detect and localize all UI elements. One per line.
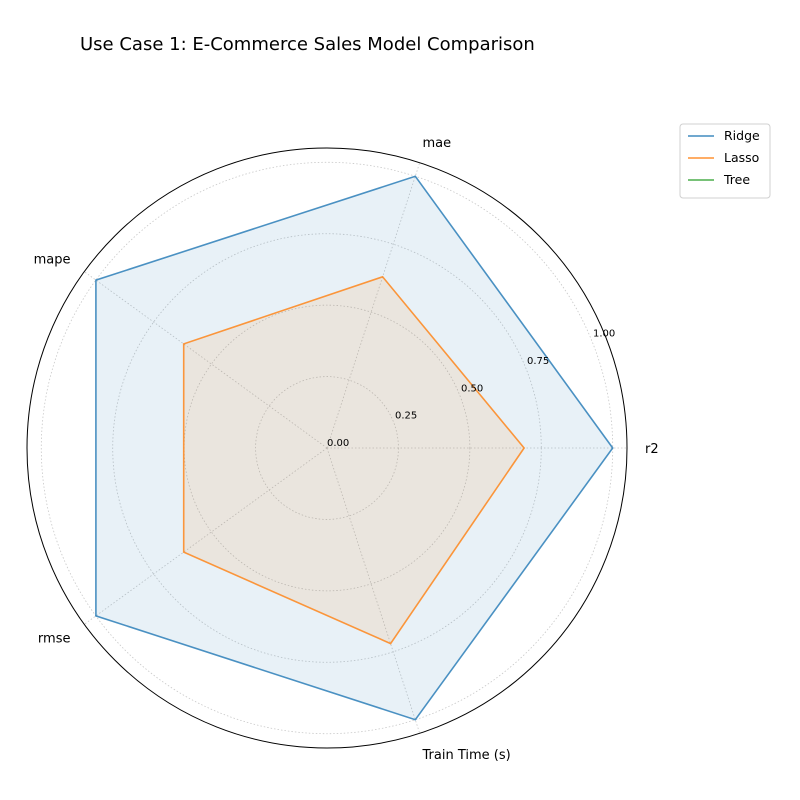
legend-label: Lasso xyxy=(724,150,759,165)
grid-spoke xyxy=(326,447,421,734)
legend: Ridge Lasso Tree xyxy=(679,123,771,199)
r-tick-label: 0.25 xyxy=(395,411,417,422)
legend-label: Tree xyxy=(723,172,750,187)
grid-spoke xyxy=(84,271,328,449)
label-layer: 0.00 0.25 0.50 0.75 1.00 r2 mae mape rmse Train T… xyxy=(34,136,659,763)
series-line-ridge xyxy=(95,175,614,721)
r-tick-label: 0.00 xyxy=(327,438,349,449)
axis-label: Train Time (s) xyxy=(422,748,511,763)
grid-spoke xyxy=(84,447,328,625)
r-tick-label: 0.75 xyxy=(527,356,549,367)
axis-label: mae xyxy=(423,136,452,151)
grid-spoke xyxy=(326,162,421,449)
axis-label: r2 xyxy=(645,442,659,457)
r-tick-label: 0.50 xyxy=(461,383,483,394)
polar-frame xyxy=(26,147,628,749)
legend-label: Ridge xyxy=(724,128,760,143)
chart-title: Use Case 1: E-Commerce Sales Model Compa… xyxy=(80,34,535,55)
series-layer xyxy=(95,175,614,721)
series-fill-lasso xyxy=(183,276,525,644)
r-tick-label: 1.00 xyxy=(593,329,615,340)
axis-label: rmse xyxy=(38,631,71,646)
series-fill-ridge xyxy=(95,176,613,720)
axis-label: mape xyxy=(34,253,71,268)
series-line-lasso xyxy=(182,275,526,645)
